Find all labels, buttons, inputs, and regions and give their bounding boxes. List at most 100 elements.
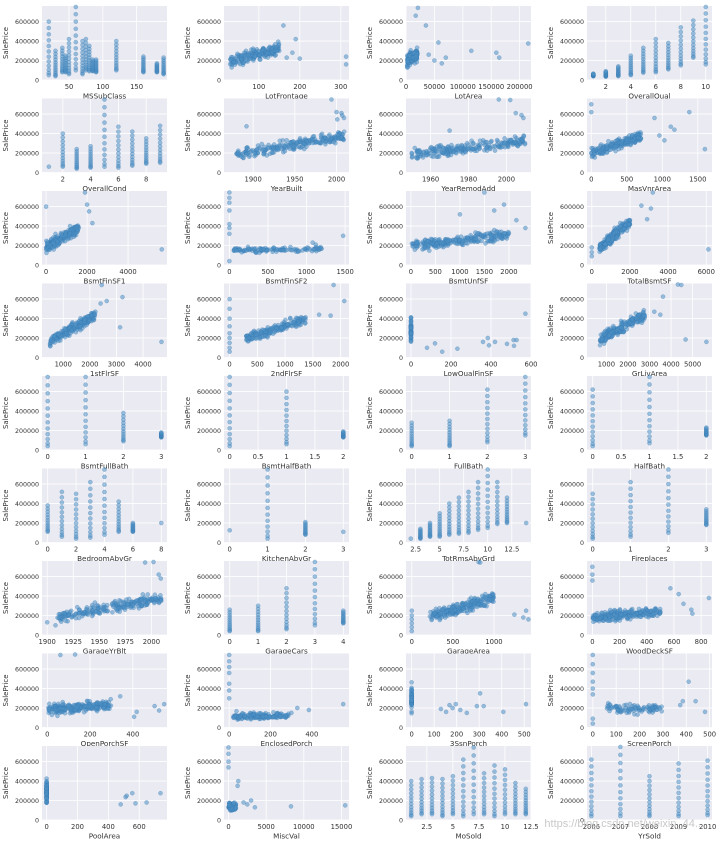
data-point <box>286 144 291 150</box>
data-point <box>71 234 77 240</box>
data-point <box>104 298 109 304</box>
x-tick-label: 50 <box>65 83 74 91</box>
data-point <box>666 524 671 529</box>
data-point <box>227 231 232 237</box>
data-point <box>703 24 709 29</box>
data-point <box>312 566 318 572</box>
y-tick-label: 600000 <box>379 389 403 396</box>
data-point <box>104 602 110 608</box>
data-point <box>433 237 438 242</box>
data-point <box>469 48 474 54</box>
data-point <box>284 595 289 601</box>
data-point <box>130 137 135 142</box>
x-tick-label: 0 <box>46 546 50 554</box>
x-tick-label: 6 <box>116 176 120 184</box>
data-point <box>703 11 709 16</box>
data-point <box>243 248 249 253</box>
x-tick-label: 2 <box>604 83 608 91</box>
data-point <box>494 229 499 234</box>
data-point <box>675 282 681 287</box>
y-tick-label: 400000 <box>15 501 39 508</box>
x-tick-label: 4000 <box>659 268 676 276</box>
data-point <box>511 343 517 349</box>
data-point <box>46 59 52 64</box>
data-point <box>83 40 89 46</box>
data-point <box>653 36 659 42</box>
data-point <box>653 40 659 46</box>
data-point <box>590 400 595 406</box>
data-point <box>227 441 232 446</box>
data-point <box>231 59 237 65</box>
y-tick-label: 0 <box>580 78 584 85</box>
data-point <box>641 45 646 51</box>
y-tick-label: 400000 <box>560 594 584 601</box>
data-point <box>63 618 69 624</box>
x-tick-label: 2000 <box>78 268 95 276</box>
data-point <box>647 429 652 434</box>
data-point <box>644 216 650 222</box>
y-tick-label: 400000 <box>197 39 221 46</box>
data-point <box>466 494 471 500</box>
data-point <box>154 61 160 66</box>
data-point <box>409 420 414 425</box>
data-point <box>704 339 709 345</box>
data-point <box>455 147 460 153</box>
data-point <box>426 52 431 57</box>
y-tick-label: 600000 <box>15 297 39 304</box>
data-point <box>703 56 709 61</box>
y-tick-label: 600000 <box>197 574 221 581</box>
data-point <box>66 49 72 54</box>
y-tick-label: 0 <box>399 355 403 362</box>
data-point <box>88 521 93 526</box>
y-tick-label: 400000 <box>379 131 403 138</box>
data-point <box>628 498 633 504</box>
data-point <box>318 246 324 251</box>
data-point <box>604 150 610 155</box>
data-point <box>60 139 66 144</box>
data-point <box>501 202 507 207</box>
data-point <box>45 431 50 437</box>
data-point <box>456 504 462 509</box>
x-tick-label: 0.5 <box>253 453 264 461</box>
y-tick-label: 600000 <box>197 19 221 26</box>
data-point <box>252 53 258 59</box>
data-point <box>589 245 595 250</box>
x-tick-label: 500 <box>446 638 459 646</box>
y-axis-label: SalePrice <box>184 119 192 151</box>
y-tick-label: 0 <box>580 448 584 455</box>
data-point <box>504 341 510 347</box>
data-point <box>624 137 629 143</box>
data-point <box>227 390 232 396</box>
data-point <box>485 487 490 492</box>
y-tick-label: 400000 <box>560 39 584 46</box>
data-point <box>437 237 442 242</box>
data-point <box>283 317 288 323</box>
y-tick-label: 600000 <box>15 667 39 674</box>
y-axis-label: SalePrice <box>2 674 10 706</box>
data-point <box>408 339 414 344</box>
data-point <box>653 44 659 50</box>
data-point <box>430 154 436 160</box>
data-point <box>477 560 483 565</box>
y-tick-label: 200000 <box>560 428 584 435</box>
data-point <box>475 511 481 516</box>
data-point <box>265 533 270 539</box>
data-point <box>88 505 93 510</box>
data-point <box>473 236 479 242</box>
data-point <box>341 129 347 134</box>
y-tick-label: 600000 <box>15 389 39 396</box>
data-point <box>254 147 260 153</box>
x-tick-label: 1950 <box>91 638 108 646</box>
data-point <box>59 495 65 500</box>
data-point <box>73 611 79 617</box>
points <box>46 97 163 171</box>
data-point <box>413 13 418 18</box>
plot-area <box>224 468 349 543</box>
data-point <box>523 381 528 386</box>
data-point <box>48 343 53 349</box>
data-point <box>485 393 490 399</box>
data-point <box>647 404 652 410</box>
